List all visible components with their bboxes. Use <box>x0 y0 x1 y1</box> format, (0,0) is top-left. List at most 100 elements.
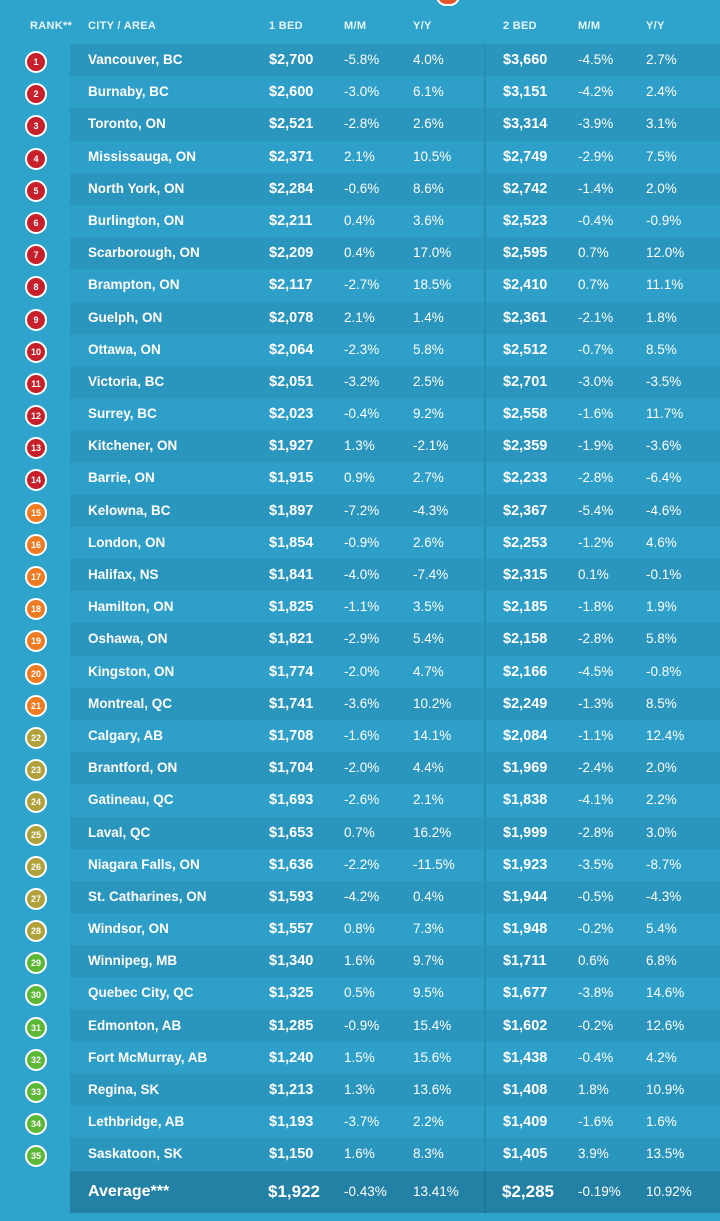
rent-2bed: $2,701 <box>503 373 548 390</box>
mm-2bed: -2.1% <box>578 309 614 325</box>
column-divider <box>484 1041 486 1074</box>
mm-1bed: -1.1% <box>344 599 380 615</box>
column-divider <box>484 1138 486 1171</box>
mm-2bed: -2.4% <box>578 760 614 776</box>
row-background <box>70 1041 720 1074</box>
table-row: 26 Niagara Falls, ON $1,636 -2.2% -11.5% $1,9… <box>0 848 720 881</box>
mm-1bed: 1.6% <box>344 953 375 969</box>
row-background <box>70 76 720 109</box>
rent-1bed: $2,521 <box>269 116 314 133</box>
column-divider <box>484 44 486 77</box>
yy-1bed: 7.3% <box>413 921 444 937</box>
table-row: 24 Gatineau, QC $1,693 -2.6% 2.1% $1,838 -4.1%… <box>0 784 720 817</box>
rank-badge: 23 <box>25 759 47 782</box>
column-divider <box>484 398 486 431</box>
city-name: Oshawa, ON <box>88 631 168 647</box>
header-yy-1bed: Y/Y <box>413 20 432 32</box>
yy-2bed: 2.0% <box>646 180 677 196</box>
mm-1bed: -7.2% <box>344 502 380 518</box>
rent-2bed: $2,253 <box>503 534 548 551</box>
row-background <box>70 719 720 753</box>
yy-2bed: 10.9% <box>646 1082 685 1097</box>
yy-2bed: -4.6% <box>646 502 682 518</box>
city-name: Hamilton, ON <box>88 599 174 615</box>
table-row: 34 Lethbridge, AB $1,193 -3.7% 2.2% $1,409 -1.… <box>0 1106 720 1139</box>
rent-1bed: $1,841 <box>269 567 314 583</box>
city-name: Kelowna, BC <box>88 502 171 518</box>
rent-2bed: $2,158 <box>503 631 548 648</box>
column-divider <box>484 752 486 785</box>
rent-1bed: $2,064 <box>269 341 314 358</box>
rank-badge: 4 <box>25 147 47 170</box>
row-background <box>70 1106 720 1139</box>
mm-1bed: -2.6% <box>344 792 380 808</box>
column-divider <box>484 880 486 914</box>
average-mm-1bed: -0.43% <box>344 1184 387 1199</box>
average-mm-2bed: -0.19% <box>578 1184 621 1199</box>
column-divider <box>484 977 486 1010</box>
mm-2bed: -0.4% <box>578 1049 614 1065</box>
row-background <box>70 365 720 399</box>
yy-2bed: -0.8% <box>646 663 682 679</box>
mm-2bed: -2.9% <box>578 148 614 164</box>
row-background <box>70 237 720 270</box>
yy-1bed: -11.5% <box>413 856 455 872</box>
yy-1bed: 2.5% <box>413 373 444 389</box>
rent-2bed: $1,923 <box>503 856 548 873</box>
rent-2bed: $2,749 <box>503 148 548 165</box>
column-divider <box>484 172 486 205</box>
mm-1bed: -4.0% <box>344 567 380 582</box>
mm-2bed: -1.8% <box>578 599 614 615</box>
rent-2bed: $3,660 <box>503 52 548 68</box>
yy-2bed: -4.3% <box>646 888 682 904</box>
mm-2bed: -3.9% <box>578 116 614 132</box>
mm-1bed: -3.7% <box>344 1114 380 1130</box>
column-divider <box>484 237 486 270</box>
rank-badge: 2 <box>25 83 47 106</box>
row-background <box>70 1138 720 1171</box>
yy-1bed: 5.8% <box>413 341 444 357</box>
yy-1bed: -4.3% <box>413 502 449 518</box>
row-background <box>70 880 720 914</box>
yy-1bed: 5.4% <box>413 631 444 647</box>
rent-2bed: $2,512 <box>503 341 548 358</box>
rent-2bed: $1,677 <box>503 985 548 1002</box>
rank-badge: 1 <box>25 51 47 73</box>
rent-1bed: $1,854 <box>269 534 314 551</box>
yy-1bed: 17.0% <box>413 245 452 261</box>
row-background <box>70 204 720 238</box>
yy-2bed: -3.5% <box>646 373 682 389</box>
header-1bed: 1 BED <box>269 20 303 32</box>
city-name: Regina, SK <box>88 1082 160 1097</box>
mm-1bed: -2.8% <box>344 116 380 132</box>
table-row: 18 Hamilton, ON $1,825 -1.1% 3.5% $2,185 -1.8%… <box>0 591 720 624</box>
yy-1bed: 16.2% <box>413 824 452 840</box>
yy-1bed: 3.5% <box>413 599 444 615</box>
row-background <box>70 687 720 720</box>
yy-1bed: 3.6% <box>413 212 444 228</box>
rank-badge: 13 <box>25 437 47 460</box>
row-background <box>70 526 720 559</box>
rent-2bed: $2,595 <box>503 245 548 262</box>
row-background <box>70 108 720 141</box>
column-divider <box>484 687 486 720</box>
column-divider <box>484 591 486 624</box>
mm-2bed: -1.6% <box>578 406 614 422</box>
mm-1bed: -2.7% <box>344 277 380 293</box>
rank-badge: 25 <box>25 823 47 846</box>
mm-1bed: -0.9% <box>344 1017 380 1033</box>
row-background <box>70 559 720 592</box>
row-background <box>70 591 720 624</box>
rent-1bed: $2,600 <box>269 84 314 101</box>
column-divider <box>484 462 486 495</box>
city-name: Gatineau, QC <box>88 792 174 808</box>
yy-2bed: 14.6% <box>646 985 685 1001</box>
mm-1bed: -4.2% <box>344 888 380 904</box>
rent-2bed: $1,438 <box>503 1049 548 1066</box>
mm-1bed: 1.3% <box>344 438 375 454</box>
mm-2bed: -1.3% <box>578 695 614 711</box>
rent-2bed: $2,233 <box>503 470 548 487</box>
mm-2bed: -2.8% <box>578 470 614 486</box>
yy-2bed: 12.4% <box>646 727 685 743</box>
rent-2bed: $2,166 <box>503 663 548 680</box>
